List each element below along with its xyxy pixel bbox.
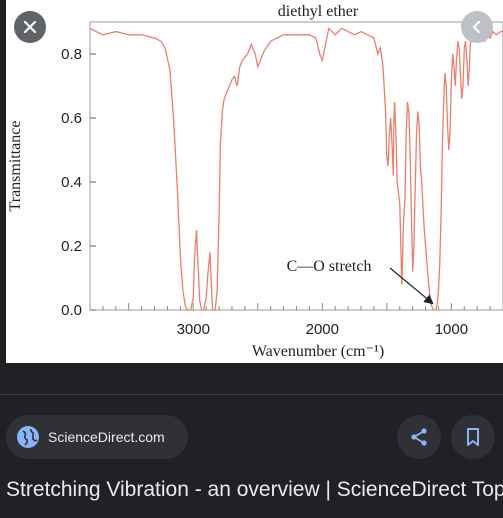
x-tick-label: 2000 [306,321,339,338]
spectrum-line [89,27,503,311]
co-stretch-annotation: C—O stretch [287,258,372,275]
chart-title: diethyl ether [278,3,359,20]
y-axis-label: Transmittance [7,121,24,212]
close-button[interactable] [14,11,46,43]
globe-icon [17,426,39,448]
result-title[interactable]: Stretching Vibration - an overview | Sci… [6,478,503,501]
source-link[interactable]: ScienceDirect.com [6,415,188,459]
x-axis-label: Wavenumber (cm⁻¹) [252,343,384,360]
x-tick-label: 1000 [435,321,468,338]
bookmark-icon [467,428,479,446]
divider [0,394,503,395]
y-tick-label: 0.8 [61,46,82,63]
source-label: ScienceDirect.com [48,429,165,445]
y-tick-label: 0.6 [61,110,82,127]
save-button[interactable] [451,415,495,459]
ir-spectrum-chart: 3000 2000 1000 0.0 0.2 0.4 0.6 0.8 diethyl eth… [7,3,503,360]
annotation-arrow [389,267,434,305]
share-button[interactable] [397,415,441,459]
chevron-left-icon [472,20,481,34]
x-tick-label: 3000 [177,321,210,338]
y-tick-label: 0.2 [61,238,82,255]
y-tick-label: 0.0 [61,302,82,319]
result-image[interactable]: 3000 2000 1000 0.0 0.2 0.4 0.6 0.8 diethyl eth… [6,0,503,363]
previous-image-button[interactable] [461,11,493,43]
share-icon [411,428,427,446]
close-icon [23,20,37,34]
y-tick-label: 0.4 [61,174,82,191]
